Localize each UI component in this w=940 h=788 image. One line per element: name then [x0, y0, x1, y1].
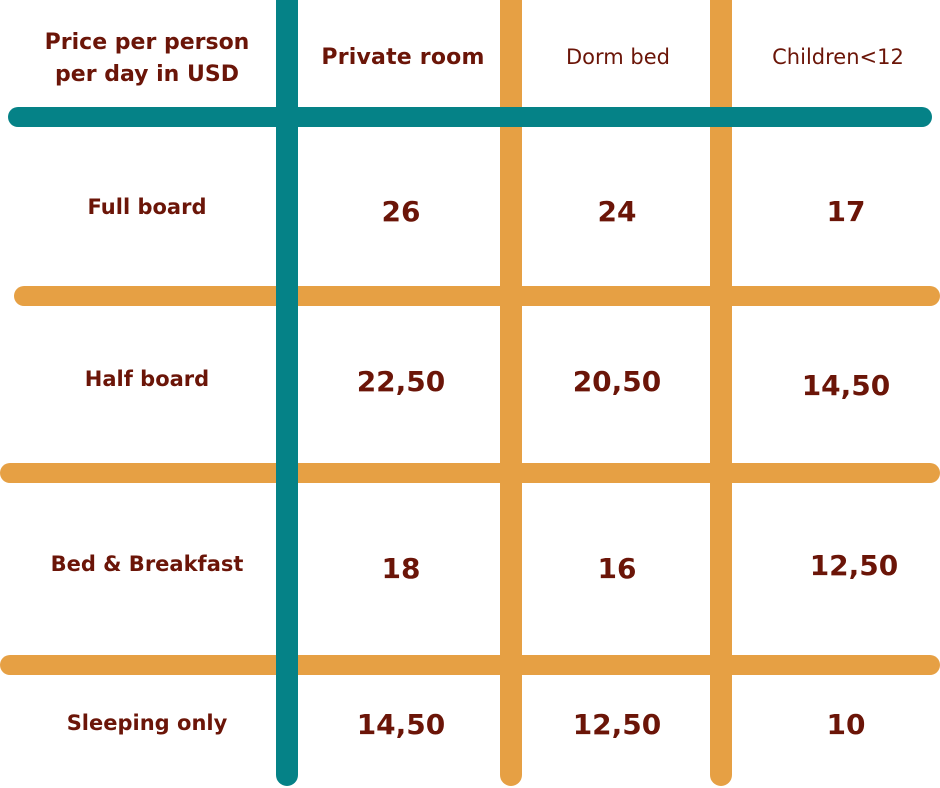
row-divider-1 [14, 286, 940, 306]
cell-full-board-private: 26 [381, 194, 421, 228]
column-header-private-room: Private room [321, 44, 485, 70]
column-header-dorm-bed: Dorm bed [566, 45, 670, 69]
row-label-half-board: Half board [84, 367, 210, 391]
corner-header: Price per person per day in USD [18, 22, 276, 96]
row-label-bed-breakfast: Bed & Breakfast [50, 552, 244, 576]
header-divider [8, 107, 932, 127]
row-label-full-board: Full board [87, 195, 207, 219]
cell-full-board-children: 17 [826, 194, 866, 228]
cell-half-board-private: 22,50 [356, 364, 446, 398]
cell-bed-breakfast-dorm: 16 [597, 551, 637, 585]
corner-header-line-1: Price per person [44, 30, 250, 55]
cell-half-board-children: 14,50 [801, 368, 891, 402]
cell-half-board-dorm: 20,50 [572, 364, 662, 398]
cell-bed-breakfast-children: 12,50 [809, 548, 899, 582]
cell-sleeping-only-private: 14,50 [356, 707, 446, 741]
column-divider-2 [500, 0, 522, 786]
cell-bed-breakfast-private: 18 [381, 551, 421, 585]
corner-header-line-2: per day in USD [55, 62, 239, 87]
row-label-sleeping-only: Sleeping only [66, 711, 228, 735]
cell-full-board-dorm: 24 [597, 194, 637, 228]
column-header-children: Children<12 [772, 45, 904, 69]
row-divider-3 [0, 655, 940, 675]
column-divider-3 [710, 0, 732, 786]
row-divider-2 [0, 463, 940, 483]
cell-sleeping-only-children: 10 [826, 707, 866, 741]
cell-sleeping-only-dorm: 12,50 [572, 707, 662, 741]
column-divider-1 [276, 0, 298, 786]
